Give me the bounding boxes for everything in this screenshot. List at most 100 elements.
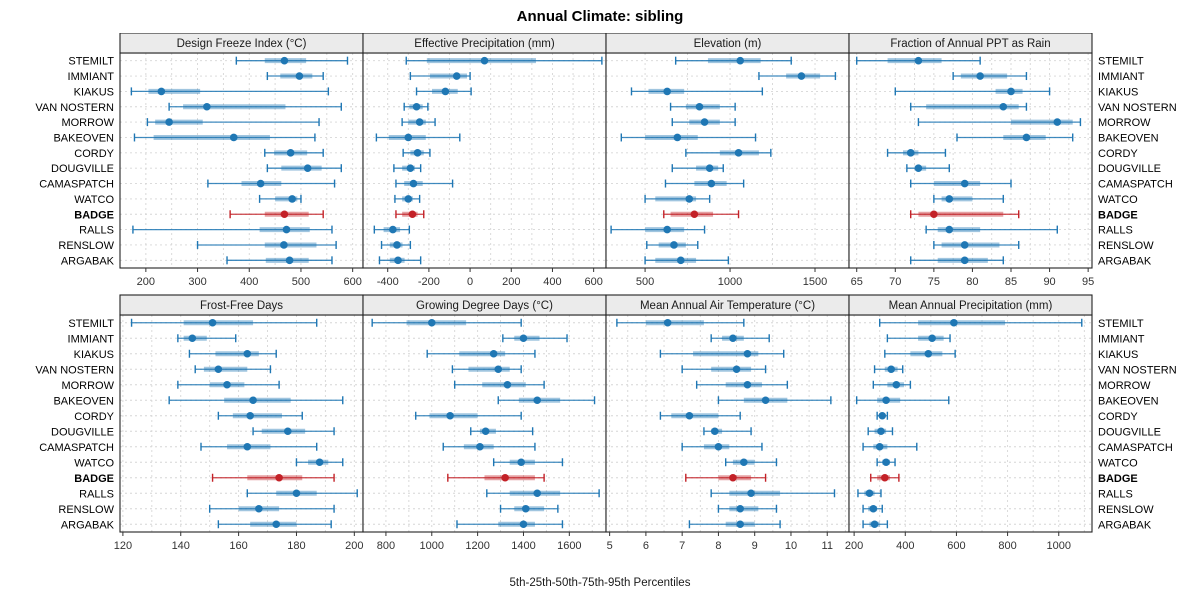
panel-background: [120, 53, 363, 268]
trellis-chart: STEMILT STEMILT IMMIANT IMMIANT KIAKUS KIAKUS…: [35, 32, 1177, 552]
row-kiakus: [659, 349, 785, 358]
row-badge: [870, 473, 900, 482]
median-dot: [188, 334, 197, 343]
row-morrow: [695, 380, 789, 389]
axis-tick-label: 120: [114, 540, 132, 552]
row-badge: [447, 473, 545, 482]
row-cordy: [886, 148, 947, 157]
site-label-left-renslow: RENSLOW: [58, 504, 114, 516]
site-label-right-immiant: IMMIANT: [1098, 71, 1145, 83]
axis-tick-label: 200: [137, 276, 155, 288]
median-dot: [501, 473, 509, 482]
median-dot: [736, 504, 744, 513]
median-dot: [732, 365, 741, 374]
site-label-right-renslow: RENSLOW: [1098, 504, 1154, 516]
row-argabak: [910, 256, 1004, 265]
axis-tick-label: 80: [966, 276, 978, 288]
row-camaspatch: [200, 442, 318, 451]
row-badge: [663, 210, 740, 219]
row-renslow: [717, 504, 778, 513]
row-renslow: [208, 504, 335, 513]
median-dot: [685, 411, 694, 420]
axis-tick-label: 7: [679, 540, 685, 552]
site-label-left-camaspatch: CAMASPATCH: [39, 179, 114, 191]
site-label-right-cordy: CORDY: [1098, 148, 1138, 160]
site-label-left-immiant: IMMIANT: [68, 71, 115, 83]
row-van-nostern: [168, 102, 342, 111]
site-label-left-kiakus: KIAKUS: [74, 86, 114, 98]
median-dot: [519, 334, 528, 343]
median-dot: [285, 256, 294, 265]
site-label-right-camaspatch: CAMASPATCH: [1098, 179, 1173, 191]
median-dot: [412, 102, 421, 111]
median-dot: [446, 411, 454, 420]
row-camaspatch: [862, 442, 918, 451]
panel-design-freeze-index-c-: Design Freeze Index (°C) 200 300 400 500 600: [119, 32, 364, 288]
row-camaspatch: [664, 179, 745, 188]
median-dot: [533, 396, 542, 405]
site-label-right-camaspatch: CAMASPATCH: [1098, 442, 1173, 454]
site-label-right-badge: BADGE: [1098, 209, 1138, 221]
median-dot: [288, 195, 296, 203]
site-label-right-ralls: RALLS: [1098, 488, 1133, 500]
site-label-right-badge: BADGE: [1098, 473, 1138, 485]
median-dot: [404, 195, 413, 203]
panel-background: [849, 53, 1092, 268]
row-renslow: [380, 240, 412, 249]
axis-tick-label: 1500: [803, 276, 827, 288]
site-label-right-van-nostern: VAN NOSTERN: [1098, 364, 1177, 376]
site-label-left-kiakus: KIAKUS: [74, 349, 114, 361]
row-ralls: [857, 489, 882, 498]
row-ralls: [132, 225, 333, 234]
row-argabak: [217, 520, 332, 529]
median-dot: [695, 102, 704, 111]
panel-mean-annual-air-temperature-c-: Mean Annual Air Temperature (°C) 5 6 7 8 9 10 1…: [605, 294, 850, 552]
site-label-left-camaspatch: CAMASPATCH: [39, 442, 114, 454]
row-ralls: [486, 489, 600, 498]
site-label-left-renslow: RENSLOW: [58, 240, 114, 252]
site-label-right-bakeoven: BAKEOVEN: [1098, 132, 1159, 144]
row-camaspatch: [395, 179, 454, 188]
row-camaspatch: [681, 442, 763, 451]
median-dot: [280, 210, 289, 219]
panel-frost-free-days: Frost-Free Days 120 140 160 180 200: [114, 294, 364, 552]
row-cordy: [415, 411, 522, 420]
panel-header-label: Mean Annual Air Temperature (°C): [640, 300, 815, 312]
median-dot: [711, 427, 719, 436]
median-dot: [214, 365, 223, 374]
axis-tick-label: 200: [345, 540, 363, 552]
axis-tick-label: 1400: [511, 540, 535, 552]
axis-tick-label: 65: [851, 276, 863, 288]
median-dot: [275, 473, 283, 482]
row-immiant: [710, 334, 770, 343]
median-dot: [1022, 133, 1031, 142]
panel-elevation-m-: Elevation (m) 500 1000 1500: [605, 32, 850, 288]
row-camaspatch: [442, 442, 536, 451]
median-dot: [409, 179, 418, 188]
row-kiakus: [630, 87, 764, 96]
median-dot: [393, 241, 401, 249]
median-dot: [1053, 118, 1062, 126]
site-label-right-argabak: ARGABAK: [1098, 519, 1152, 531]
median-dot: [280, 241, 288, 249]
site-label-right-argabak: ARGABAK: [1098, 255, 1152, 267]
row-renslow: [933, 240, 1020, 249]
median-dot: [673, 133, 682, 142]
axis-tick-label: 400: [543, 276, 561, 288]
axis-tick-label: 800: [998, 540, 1016, 552]
panel-fraction-of-annual-ppt-as-rain: Fraction of Annual PPT as Rain 65 70 75 80 85…: [848, 32, 1094, 288]
panel-header-label: Effective Precipitation (mm): [414, 38, 555, 50]
median-dot: [283, 427, 292, 436]
axis-tick-label: 1000: [420, 540, 444, 552]
row-watco: [724, 458, 778, 467]
row-ralls: [246, 489, 358, 498]
axis-tick-label: 6: [643, 540, 649, 552]
panel-header: [848, 32, 1093, 54]
row-stemilt: [235, 56, 349, 65]
axis-tick-label: 11: [822, 540, 833, 552]
row-renslow: [196, 240, 337, 249]
site-label-left-badge: BADGE: [74, 209, 114, 221]
site-label-left-van-nostern: VAN NOSTERN: [35, 102, 114, 114]
row-van-nostern: [681, 365, 767, 374]
